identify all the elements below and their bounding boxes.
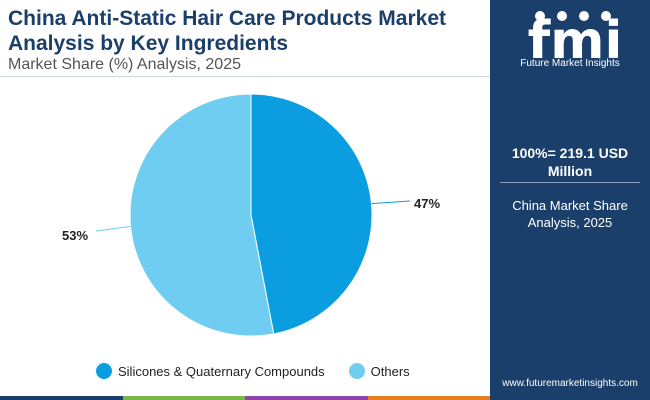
leader-line [95, 225, 131, 232]
logo-caption: Future Market Insights [520, 58, 620, 69]
market-total: 100%= 219.1 USD Million [511, 145, 629, 179]
slice-label-others: 53% [62, 228, 89, 243]
chart-subtitle: Market Share (%) Analysis, 2025 [8, 56, 241, 73]
legend-swatch-others [348, 363, 365, 379]
pie-slice-others [129, 93, 275, 337]
leader-line [371, 200, 411, 205]
panel-caption: China Market Share Analysis, 2025 [512, 198, 628, 230]
legend-item-others: Others [348, 363, 410, 379]
legend-item-silicones: Silicones & Quaternary Compounds [96, 363, 325, 379]
pie-chart [95, 93, 411, 337]
fmi-logo: fmi [528, 11, 623, 71]
legend-label-silicones: Silicones & Quaternary Compounds [118, 363, 325, 379]
logo-letters: fmi [528, 11, 623, 71]
bottom-bar-segment [367, 396, 490, 400]
chart-legend: Silicones & Quaternary Compounds Others [96, 363, 434, 379]
title-divider [0, 76, 490, 77]
chart-title: China Anti-Static Hair Care Products Mar… [8, 7, 446, 55]
info-panel: fmi Future Market Insights 100%= 219.1 U… [490, 0, 650, 400]
pie-slice-silicones [250, 93, 373, 335]
legend-swatch-silicones [96, 363, 112, 379]
website-link[interactable]: www.futuremarketinsights.com [502, 378, 638, 389]
bottom-color-bar [0, 396, 490, 400]
panel-divider [500, 182, 640, 183]
legend-label-others: Others [370, 363, 410, 379]
bottom-bar-segment [122, 396, 245, 400]
bottom-bar-segment [0, 396, 123, 400]
slice-label-silicones: 47% [414, 196, 441, 211]
bottom-bar-segment [245, 396, 368, 400]
